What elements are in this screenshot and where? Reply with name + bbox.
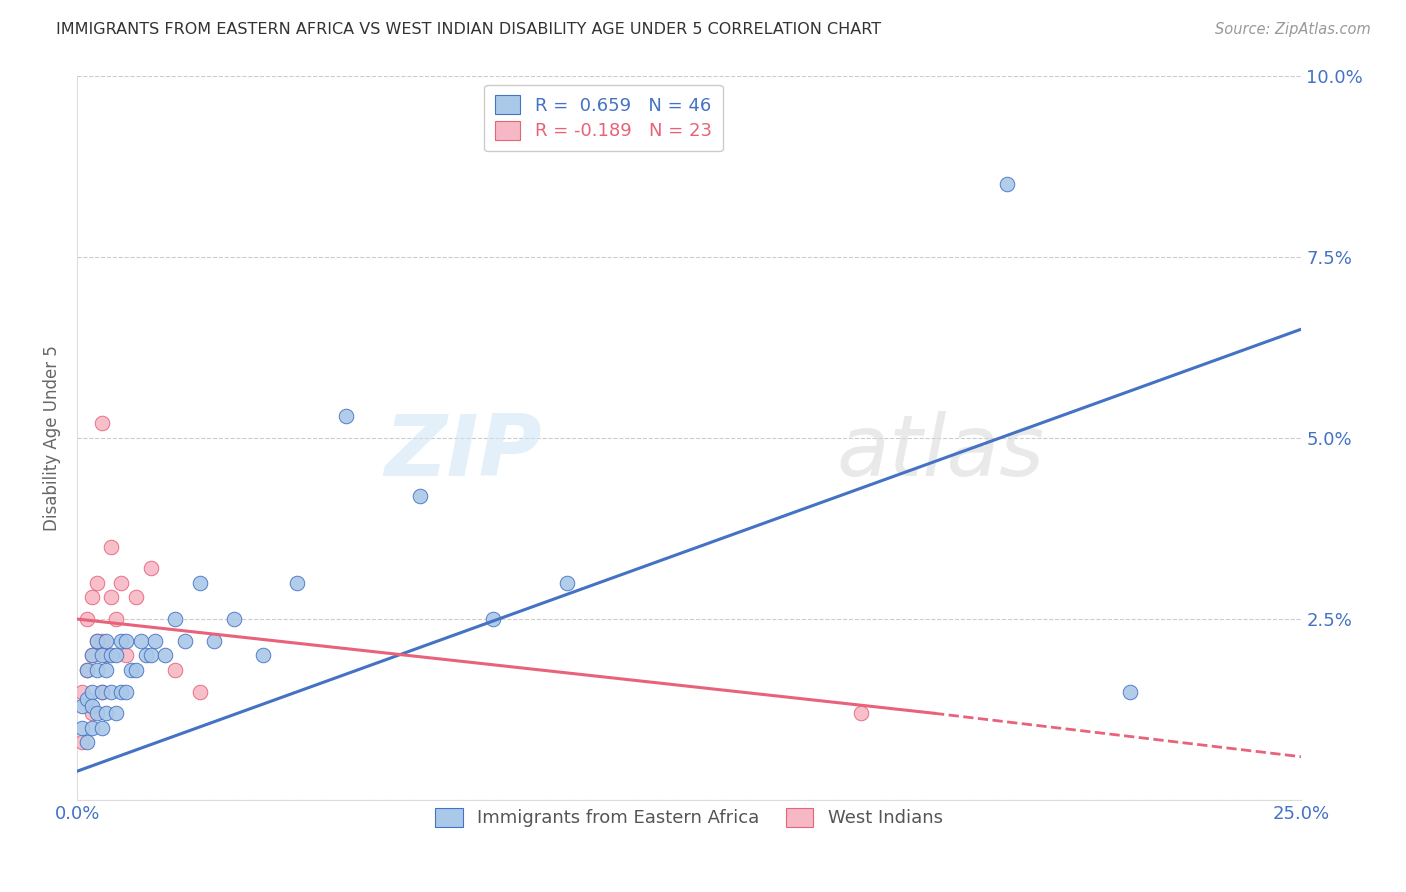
Point (90, 648, 112, 663)
Point (80, 648, 103, 663)
Point (86, 575, 108, 590)
Point (96, 648, 118, 663)
Point (96, 663, 118, 677)
Point (335, 409, 357, 424)
Point (110, 633, 132, 648)
Point (115, 648, 138, 663)
Point (80, 706, 103, 721)
Point (76, 691, 98, 706)
Legend: Immigrants from Eastern Africa, West Indians: Immigrants from Eastern Africa, West Ind… (429, 801, 950, 835)
Point (125, 663, 148, 677)
Point (173, 633, 195, 648)
Text: ZIP: ZIP (385, 411, 543, 494)
Point (252, 648, 274, 663)
Point (105, 706, 128, 721)
Point (155, 648, 177, 663)
Point (90, 721, 112, 735)
Text: IMMIGRANTS FROM EASTERN AFRICA VS WEST INDIAN DISABILITY AGE UNDER 5 CORRELATION: IMMIGRANTS FROM EASTERN AFRICA VS WEST I… (56, 22, 882, 37)
Point (76, 663, 98, 677)
Point (997, 178, 1019, 192)
Point (105, 612, 128, 626)
Point (80, 648, 103, 663)
Point (70, 698, 93, 713)
Point (555, 575, 578, 590)
Point (110, 575, 132, 590)
Point (100, 591, 122, 605)
Point (90, 684, 112, 698)
Point (105, 648, 128, 663)
Point (86, 633, 108, 648)
Point (96, 633, 118, 648)
Point (80, 684, 103, 698)
Point (163, 663, 186, 677)
Point (115, 684, 138, 698)
Point (80, 721, 103, 735)
Point (80, 698, 103, 713)
Point (125, 591, 148, 605)
Point (115, 633, 138, 648)
Point (100, 648, 122, 663)
Point (202, 633, 225, 648)
Point (70, 721, 93, 735)
Point (80, 591, 103, 605)
Point (76, 612, 98, 626)
Point (100, 540, 122, 554)
Point (86, 706, 108, 721)
Point (120, 663, 142, 677)
Point (86, 633, 108, 648)
Point (409, 489, 432, 503)
Point (110, 684, 132, 698)
Point (139, 648, 162, 663)
Point (90, 684, 112, 698)
Y-axis label: Disability Age Under 5: Disability Age Under 5 (44, 345, 60, 531)
Text: Source: ZipAtlas.com: Source: ZipAtlas.com (1215, 22, 1371, 37)
Point (139, 561, 162, 575)
Point (135, 648, 157, 663)
Point (76, 663, 98, 677)
Point (70, 735, 93, 749)
Point (96, 706, 118, 721)
Point (70, 684, 93, 698)
Point (188, 575, 211, 590)
Point (100, 684, 122, 698)
Point (287, 575, 309, 590)
Point (86, 663, 108, 677)
Point (76, 735, 98, 749)
Point (222, 612, 245, 626)
Point (145, 633, 167, 648)
Point (90, 417, 112, 431)
Point (163, 612, 186, 626)
Point (90, 633, 112, 648)
Point (188, 684, 211, 698)
Point (129, 633, 152, 648)
Text: atlas: atlas (837, 411, 1045, 494)
Point (849, 706, 872, 721)
Point (482, 612, 505, 626)
Point (1119, 684, 1142, 698)
